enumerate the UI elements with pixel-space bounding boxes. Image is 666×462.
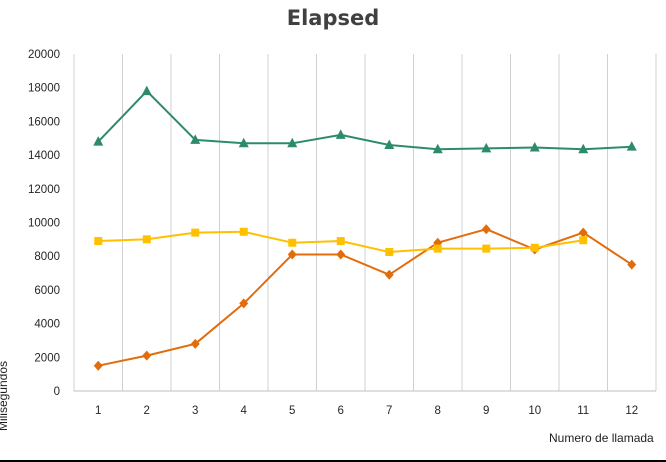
data-point	[191, 228, 200, 237]
x-tick-label: 11	[577, 405, 589, 417]
data-point	[626, 141, 637, 151]
x-tick-label: 9	[483, 405, 489, 417]
data-point	[336, 237, 345, 246]
y-tick-label: 16000	[28, 116, 60, 128]
x-tick-label: 6	[338, 405, 344, 417]
data-point	[288, 238, 297, 247]
chart-title: Elapsed	[286, 6, 380, 30]
data-point	[432, 143, 443, 154]
data-point	[385, 247, 394, 256]
x-tick-label: 7	[386, 405, 392, 417]
data-point	[336, 249, 346, 260]
data-point	[142, 235, 151, 244]
x-tick-label: 8	[435, 405, 441, 417]
data-point	[384, 269, 394, 280]
y-tick-label: 14000	[28, 150, 60, 162]
data-point	[384, 139, 395, 149]
y-tick-label: 18000	[28, 83, 60, 95]
data-point	[481, 224, 491, 235]
data-point	[239, 227, 248, 236]
data-point	[433, 244, 442, 253]
data-point	[190, 338, 200, 349]
data-point	[578, 227, 588, 238]
data-point	[238, 137, 249, 148]
data-point	[190, 134, 201, 144]
y-axis-title: Milisegundos	[0, 360, 10, 432]
x-tick-label: 4	[241, 405, 248, 417]
data-point	[287, 137, 298, 148]
data-point	[481, 142, 492, 153]
data-point	[627, 259, 637, 270]
data-point	[579, 236, 588, 245]
x-tick-label: 1	[95, 405, 101, 417]
y-tick-label: 2000	[34, 352, 60, 364]
data-point	[142, 350, 152, 361]
data-point	[93, 360, 103, 371]
y-tick-label: 4000	[34, 319, 60, 331]
data-point	[93, 136, 104, 146]
y-tick-label: 12000	[28, 184, 60, 196]
series-line	[97, 90, 632, 151]
x-tick-label: 12	[625, 405, 638, 417]
data-point	[94, 237, 103, 246]
x-tick-label: 3	[192, 405, 198, 417]
x-tick-label: 5	[289, 405, 295, 417]
y-tick-label: 0	[54, 386, 60, 398]
y-tick-label: 10000	[28, 218, 60, 230]
data-point	[530, 243, 539, 252]
data-point	[578, 143, 589, 154]
x-axis-title: Numero de llamada	[549, 431, 654, 445]
data-point	[287, 249, 297, 260]
x-tick-label: 2	[144, 405, 150, 417]
y-tick-label: 8000	[34, 251, 60, 263]
data-point	[141, 85, 152, 96]
bottom-border	[0, 460, 666, 462]
y-tick-label: 6000	[34, 285, 60, 297]
data-point	[239, 298, 249, 309]
data-point	[529, 142, 540, 152]
y-tick-label: 20000	[28, 49, 60, 61]
x-tick-label: 10	[528, 405, 541, 417]
data-point	[335, 129, 346, 139]
data-point	[482, 244, 491, 253]
